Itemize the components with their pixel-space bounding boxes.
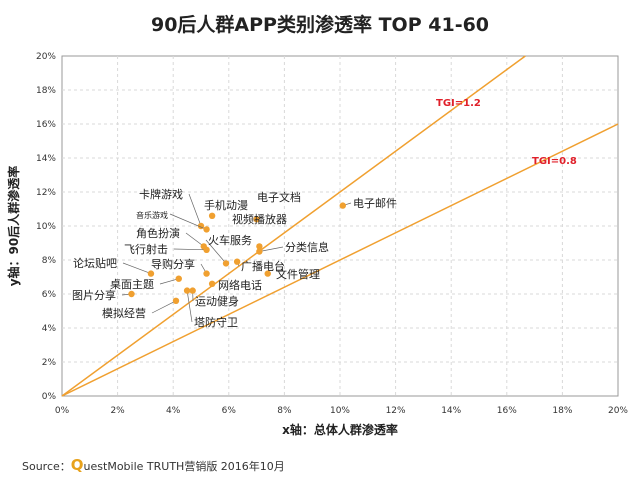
data-point-label: 视频播放器 <box>232 212 287 226</box>
data-point-label: 论坛贴吧 <box>73 256 117 270</box>
y-tick-label: 4% <box>42 324 57 334</box>
data-point[interactable] <box>233 258 241 265</box>
y-tick-label: 10% <box>36 222 56 232</box>
data-point-label: 手机动漫 <box>204 198 248 212</box>
reference-line <box>61 123 619 397</box>
x-tick-label: 18% <box>552 406 572 416</box>
data-point[interactable] <box>256 248 263 255</box>
y-tick-label: 18% <box>36 86 56 96</box>
data-point-label: 文件管理 <box>276 267 320 281</box>
leader-line <box>159 278 179 285</box>
y-tick-label: 12% <box>36 188 56 198</box>
data-point[interactable] <box>183 287 191 294</box>
y-axis-label: y轴：90后人群渗透率 <box>6 166 21 287</box>
data-point[interactable] <box>189 287 196 294</box>
data-point-label: 电子邮件 <box>353 197 397 210</box>
x-tick-label: 14% <box>441 406 461 416</box>
y-tick-label: 2% <box>42 358 57 368</box>
leader-line <box>259 246 284 252</box>
reference-line <box>61 55 526 397</box>
data-point-label: 桌面主题 <box>110 278 154 291</box>
data-point[interactable] <box>175 275 182 282</box>
questmobile-logo-q: Q <box>70 456 84 474</box>
source-line: Source：QuestMobile TRUTH营销版 2016年10月 <box>22 456 285 474</box>
leader-line <box>185 232 204 247</box>
data-point[interactable] <box>208 280 216 287</box>
leader-line <box>188 193 202 227</box>
leader-line <box>169 213 207 230</box>
x-tick-label: 16% <box>497 406 517 416</box>
leader-line <box>186 290 193 323</box>
data-point-label: 角色扮演 <box>136 226 180 240</box>
x-tick-label: 8% <box>277 406 292 416</box>
x-axis-label: x轴：总体人群渗透率 <box>282 422 398 437</box>
x-tick-label: 6% <box>222 406 237 416</box>
data-point-label: 分类信息 <box>285 240 329 254</box>
data-point-label: 网络电话 <box>218 278 262 292</box>
y-tick-label: 8% <box>42 256 57 266</box>
leader-line <box>205 239 227 264</box>
y-tick-label: 14% <box>36 154 56 164</box>
leader-line <box>151 300 177 314</box>
data-point-label: 导购分享 <box>151 257 195 271</box>
x-tick-label: 10% <box>330 406 350 416</box>
reference-line-label: TGI=0.8 <box>532 156 577 167</box>
data-point[interactable] <box>208 212 216 219</box>
x-tick-label: 2% <box>110 406 125 416</box>
chart-title: 90后人群APP类别渗透率 TOP 41-60 <box>150 14 490 36</box>
data-point-label: 音乐游戏 <box>136 210 168 220</box>
x-tick-label: 20% <box>608 406 628 416</box>
data-point[interactable] <box>222 260 230 267</box>
reference-line-label: TGI=1.2 <box>436 98 481 109</box>
data-point-label: 火车服务 <box>208 233 252 247</box>
data-point-label: 广播电台 <box>241 259 285 273</box>
y-tick-label: 0% <box>42 392 57 402</box>
data-point[interactable] <box>203 270 210 277</box>
data-point[interactable] <box>203 246 210 253</box>
data-point-label: 电子文档 <box>257 190 301 204</box>
data-point-label: 图片分享 <box>72 288 116 302</box>
source-prefix: Source： <box>22 460 71 473</box>
data-point-label: 模拟经营 <box>102 306 146 320</box>
source-brand-text: uestMobile TRUTH营销版 2016年10月 <box>83 460 285 473</box>
y-tick-label: 6% <box>42 290 57 300</box>
data-point[interactable] <box>339 202 346 209</box>
data-point[interactable] <box>147 270 155 277</box>
data-point[interactable] <box>256 243 263 250</box>
x-tick-label: 4% <box>166 406 181 416</box>
data-point[interactable] <box>253 216 260 223</box>
data-point[interactable] <box>172 297 180 304</box>
y-tick-label: 16% <box>36 120 56 130</box>
data-point-label: 运动健身 <box>195 294 239 308</box>
data-point[interactable] <box>203 226 210 233</box>
y-tick-label: 20% <box>36 52 56 62</box>
data-point-label: 卡牌游戏 <box>139 187 183 201</box>
data-point-label: 塔防守卫 <box>194 315 238 329</box>
leader-line <box>122 262 152 274</box>
x-tick-label: 12% <box>386 406 406 416</box>
leader-line <box>173 248 207 251</box>
data-point-label: 飞行射击 <box>124 242 168 256</box>
data-point[interactable] <box>264 270 271 277</box>
data-point[interactable] <box>128 290 135 298</box>
x-tick-label: 0% <box>55 406 70 416</box>
